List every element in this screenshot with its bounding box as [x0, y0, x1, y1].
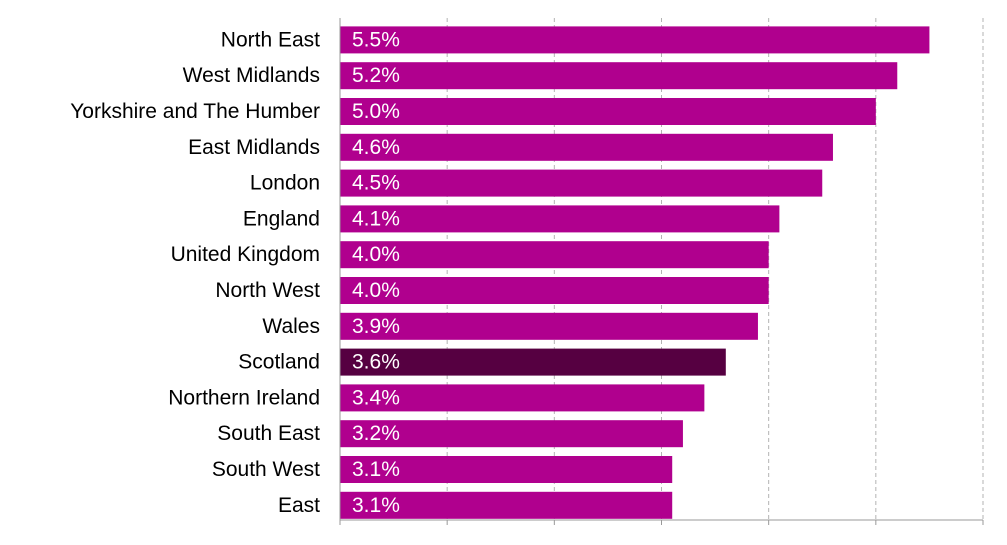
axes — [339, 18, 984, 525]
bar-england — [340, 205, 780, 233]
bar-yorkshire-and-the-humber — [340, 98, 876, 125]
category-label: Wales — [262, 315, 320, 338]
data-label: 3.6% — [352, 351, 400, 374]
data-label: 3.1% — [352, 494, 400, 517]
data-label: 3.9% — [352, 315, 400, 338]
bars — [340, 26, 930, 519]
data-label: 4.0% — [352, 243, 400, 266]
category-label: East Midlands — [188, 136, 320, 159]
category-label: South East — [217, 422, 320, 445]
category-label: North West — [215, 279, 320, 302]
data-label: 5.5% — [352, 28, 400, 51]
data-label: 4.0% — [352, 279, 400, 302]
bar-united-kingdom — [340, 241, 769, 269]
data-label: 4.1% — [352, 207, 400, 230]
data-label: 5.2% — [352, 64, 400, 87]
category-label: London — [250, 172, 320, 195]
bar-london — [340, 169, 823, 197]
bar-south-west — [340, 456, 673, 483]
category-label: England — [243, 207, 320, 230]
bar-scotland — [340, 348, 726, 376]
bar-north-west — [340, 277, 769, 304]
category-label: South West — [212, 458, 320, 481]
bar-northern-ireland — [340, 384, 705, 412]
bar-west-midlands — [340, 62, 898, 90]
data-label: 3.2% — [352, 422, 400, 445]
category-label: East — [278, 494, 320, 517]
category-label: Northern Ireland — [168, 386, 320, 409]
bar-east — [340, 491, 673, 519]
labels: North East 5.5% West Midlands 5.2% Yorkshire… — [70, 28, 400, 516]
data-label: 4.5% — [352, 172, 400, 195]
data-label: 3.1% — [352, 458, 400, 481]
bar-east-midlands — [340, 133, 833, 161]
bar-south-east — [340, 420, 683, 448]
category-label: West Midlands — [183, 64, 320, 87]
category-label: Scotland — [238, 351, 320, 374]
bar-north-east — [340, 26, 930, 54]
category-label: North East — [221, 28, 320, 51]
data-label: 3.4% — [352, 386, 400, 409]
bar-wales — [340, 312, 758, 340]
data-label: 4.6% — [352, 136, 400, 159]
category-label: Yorkshire and The Humber — [70, 100, 320, 123]
data-label: 5.0% — [352, 100, 400, 123]
category-label: United Kingdom — [171, 243, 320, 266]
